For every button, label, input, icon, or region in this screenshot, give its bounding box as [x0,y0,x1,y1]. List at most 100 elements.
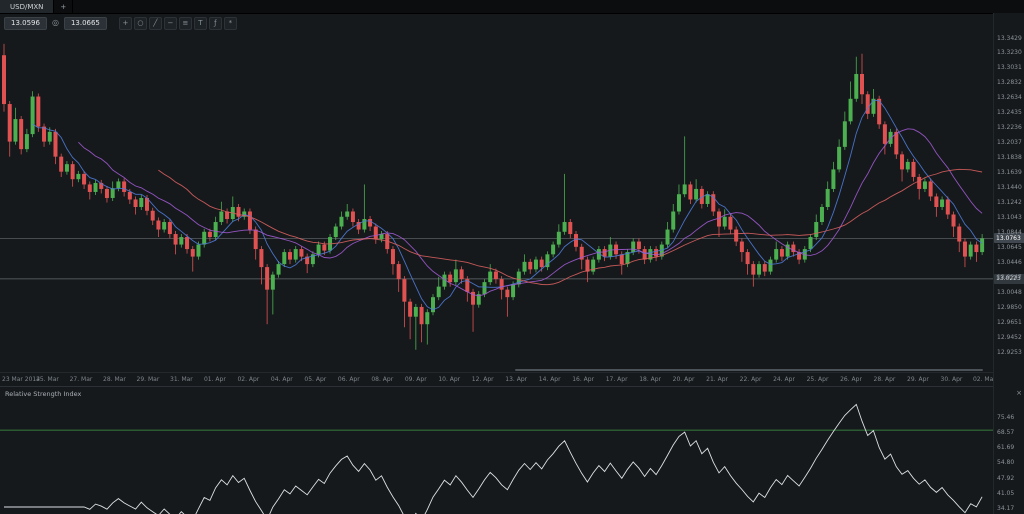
candle [579,246,584,260]
price-axis-label: 13.1440 [997,184,1022,192]
candle [676,194,681,212]
candle [362,219,367,230]
candle [7,104,12,142]
candle [236,206,241,217]
trendline-icon[interactable]: ╱ [148,16,162,30]
price-axis-label: 12.9850 [997,303,1022,311]
candle [162,222,167,230]
rsi-axis-label: 68.57 [997,428,1015,436]
zoom-icon[interactable]: ○ [133,16,147,30]
date-axis-label: 04. Apr [270,376,293,383]
candle [13,119,18,142]
candle [665,229,670,245]
tab-usdmxn[interactable]: USD/MXN [0,0,55,13]
candle [24,134,29,150]
indicators-icon[interactable]: ƒ [208,16,222,30]
candle [751,264,756,275]
candle [179,237,184,245]
settings-icon[interactable]: * [223,16,237,30]
date-axis-label: 17. Apr [605,376,628,383]
chart-tabbar: USD/MXN + [0,0,1024,14]
candle [688,184,693,200]
candle [671,211,676,230]
candle [116,181,121,189]
candle [562,222,567,232]
candle [625,252,630,265]
price-axis-label: 13.2832 [997,79,1022,87]
candle [202,231,207,245]
price-axis-label: 13.0645 [997,243,1022,251]
date-axis-label: 10. Apr [438,376,461,383]
price-axis-label: 13.3230 [997,49,1022,57]
candle [619,254,624,265]
price-axis-label: 13.1043 [997,213,1022,221]
date-axis-label: 20. Apr [672,376,695,383]
text-icon[interactable]: T [193,16,207,30]
candle [774,249,779,260]
candle [739,241,744,253]
candle [322,244,327,251]
candle [167,222,172,235]
date-axis-label: 29. Apr [907,376,929,383]
candle [511,284,516,298]
rsi-close-button[interactable]: × [1016,389,1022,397]
candle [259,249,264,268]
bid-price-button[interactable]: 13.0596 [4,16,47,30]
candle [711,194,716,212]
candle [757,264,762,275]
candle [882,124,887,144]
price-axis-label: 13.1838 [997,154,1022,162]
candle [471,291,476,305]
candle [104,188,109,198]
rsi-axis-label: 34.17 [997,505,1015,513]
candle [242,211,247,217]
candle [368,219,373,227]
date-axis-label: 16. Apr [572,376,595,383]
candle [968,244,973,257]
candle [865,94,870,114]
fibonacci-icon[interactable]: ≡ [178,16,192,30]
price-axis-label: 13.1639 [997,169,1022,177]
candle [265,267,270,290]
candle [591,259,596,272]
candle [962,241,967,257]
candle [717,211,721,227]
candlestick-chart[interactable] [0,13,993,371]
date-axis-label: 28. Apr [873,376,896,383]
candle [499,279,504,290]
date-axis-label: 14. Apr [538,376,561,383]
date-axis-label: 29. Mar [136,376,160,383]
candle [53,131,58,157]
rsi-chart[interactable] [0,387,993,514]
price-axis-label: 13.0844 [997,228,1022,236]
crosshair-icon[interactable]: + [118,16,132,30]
candle [139,197,144,207]
date-axis-label: 22. Apr [739,376,762,383]
time-axis[interactable]: 23 Mar 2014 25. Mar 27. Mar 28. Mar 29. Mar 3… [0,372,997,387]
link-icon[interactable]: ◎ [51,18,59,27]
candle [379,234,384,240]
chart-scrollbar[interactable] [0,368,993,372]
new-tab-button[interactable]: + [54,0,74,13]
candle [127,191,132,200]
candle [568,222,573,235]
candle [551,244,556,255]
candle [356,222,361,230]
scrollbar-thumb[interactable] [515,369,983,371]
ask-price-button[interactable]: 13.0665 [63,16,107,30]
candle [185,237,190,250]
candle [19,119,24,150]
candle [431,297,435,313]
candle [545,254,550,268]
candle [59,156,64,172]
candle [705,194,710,204]
candle [631,241,636,253]
date-axis-label: 05. Apr [304,376,327,383]
price-axis[interactable]: 13.0763 13.0223 × 13.3429 13.3230 13.3031 1… [993,13,1024,514]
candle [213,222,218,238]
hline-icon[interactable]: − [163,16,177,30]
candle [390,249,395,265]
